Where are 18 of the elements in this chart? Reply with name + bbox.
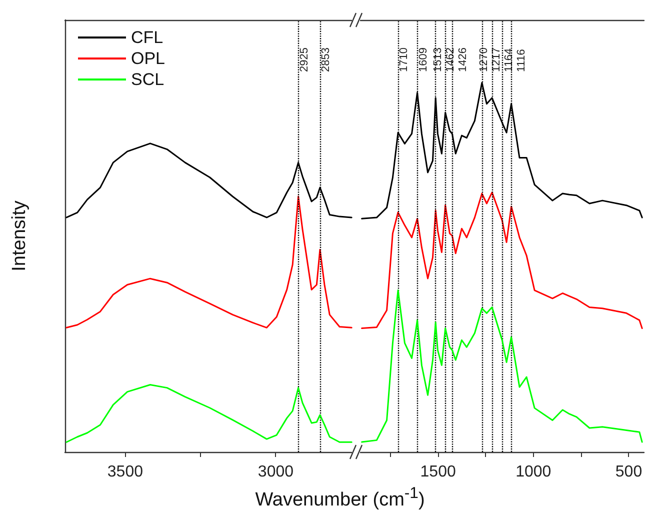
x-tick-label: 1000 xyxy=(516,464,552,480)
x-tick-label: 3000 xyxy=(258,464,294,480)
legend-label: SCL xyxy=(131,70,164,89)
legend-label: OPL xyxy=(131,49,166,68)
ref-line-label: 1609 xyxy=(417,48,430,72)
x-axis-title: Wavenumber (cm$^{-1}$) xyxy=(254,485,426,512)
ref-line-label: 2853 xyxy=(320,48,332,72)
ref-line-label: 1513 xyxy=(432,48,444,72)
legend-label: CFL xyxy=(131,28,164,47)
ref-line-label: 2925 xyxy=(298,48,310,72)
y-axis-title: Intensity xyxy=(9,200,30,272)
x-tick-label: 500 xyxy=(615,464,642,480)
x-tick-label: 3500 xyxy=(107,464,144,480)
x-tick-label: 1500 xyxy=(420,464,456,480)
ref-line-label: 1116 xyxy=(516,49,528,72)
ref-line-label: 1270 xyxy=(478,48,490,72)
ref-line-label: 1426 xyxy=(456,48,469,72)
ref-line-label: 1710 xyxy=(398,48,410,72)
